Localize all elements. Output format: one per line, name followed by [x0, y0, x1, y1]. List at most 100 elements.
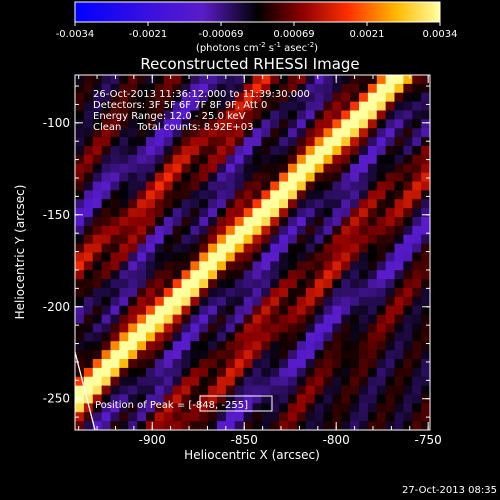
heatmap-pixel — [83, 332, 94, 342]
heatmap-pixel — [323, 83, 333, 94]
heatmap-pixel — [83, 376, 94, 387]
heatmap-pixel — [332, 314, 342, 325]
heatmap-pixel — [367, 359, 378, 369]
heatmap-pixel — [75, 146, 85, 156]
heatmap-pixel — [154, 270, 165, 280]
heatmap-pixel — [261, 199, 271, 209]
heatmap-pixel — [92, 252, 103, 262]
heatmap-pixel — [92, 323, 103, 333]
heatmap-pixel — [279, 190, 289, 200]
heatmap-pixel — [190, 128, 200, 138]
heatmap-pixel — [110, 385, 120, 396]
heatmap-pixel — [252, 421, 262, 430]
heatmap-pixel — [172, 332, 183, 342]
heatmap-pixel — [83, 190, 94, 200]
heatmap-pixel — [243, 359, 254, 369]
heatmap-pixel — [314, 172, 325, 183]
heatmap-pixel — [385, 305, 396, 316]
heatmap-pixel — [261, 137, 271, 147]
heatmap-pixel — [234, 110, 245, 120]
heatmap-pixel — [154, 252, 165, 262]
heatmap-pixel — [101, 146, 112, 156]
heatmap-pixel — [261, 288, 271, 298]
heatmap-pixel — [279, 385, 289, 396]
heatmap-pixel — [217, 217, 227, 227]
heatmap-pixel — [101, 217, 112, 227]
heatmap-pixel — [261, 385, 271, 396]
heatmap-pixel — [359, 421, 369, 430]
heatmap-pixel — [119, 421, 129, 430]
heatmap-pixel — [252, 403, 262, 413]
heatmap-pixel — [367, 385, 378, 396]
heatmap-pixel — [279, 234, 289, 245]
heatmap-pixel — [154, 110, 165, 120]
heatmap-pixel — [367, 110, 378, 120]
heatmap-pixel — [376, 394, 387, 404]
heatmap-pixel — [305, 83, 316, 94]
heatmap-pixel — [172, 323, 183, 333]
heatmap-pixel — [163, 92, 174, 103]
heatmap-pixel — [163, 163, 174, 174]
heatmap-pixel — [394, 376, 404, 387]
colorbar-tick-label: 0.0034 — [423, 29, 458, 40]
heatmap-pixel — [412, 403, 422, 413]
heatmap-pixel — [323, 261, 333, 271]
heatmap-pixel — [252, 217, 262, 227]
heatmap-pixel — [190, 394, 200, 404]
heatmap-pixel — [403, 225, 413, 236]
heatmap-pixel — [376, 110, 387, 120]
heatmap-pixel — [332, 137, 342, 147]
heatmap-pixel — [128, 296, 138, 307]
heatmap-pixel — [323, 296, 333, 307]
heatmap-pixel — [181, 385, 191, 396]
heatmap-pixel — [261, 172, 271, 183]
heatmap-pixel — [146, 376, 156, 387]
heatmap-pixel — [92, 217, 103, 227]
heatmap-pixel — [403, 243, 413, 254]
heatmap-pixel — [217, 341, 227, 351]
heatmap-pixel — [234, 75, 245, 85]
heatmap-pixel — [217, 110, 227, 120]
heatmap-pixel — [101, 270, 112, 280]
heatmap-pixel — [217, 137, 227, 147]
heatmap-pixel — [270, 367, 280, 378]
heatmap-pixel — [146, 208, 156, 218]
heatmap-pixel — [341, 403, 351, 413]
heatmap-pixel — [225, 403, 236, 413]
heatmap-pixel — [199, 279, 209, 289]
heatmap-pixel — [243, 376, 254, 387]
heatmap-pixel — [190, 332, 200, 342]
heatmap-pixel — [92, 359, 103, 369]
heatmap-pixel — [288, 261, 298, 271]
heatmap-pixel — [252, 172, 262, 183]
heatmap-pixel — [288, 181, 298, 191]
heatmap-pixel — [359, 154, 369, 165]
heatmap-pixel — [199, 359, 209, 369]
heatmap-pixel — [403, 119, 413, 129]
heatmap-pixel — [305, 110, 316, 120]
heatmap-pixel — [119, 110, 129, 120]
heatmap-pixel — [359, 261, 369, 271]
heatmap-pixel — [270, 359, 280, 369]
heatmap-pixel — [385, 376, 396, 387]
heatmap-pixel — [403, 350, 413, 360]
heatmap-pixel — [359, 341, 369, 351]
heatmap-pixel — [119, 261, 129, 271]
heatmap-pixel — [208, 359, 218, 369]
heatmap-pixel — [83, 234, 94, 245]
heatmap-pixel — [350, 359, 360, 369]
heatmap-pixel — [154, 323, 165, 333]
heatmap-pixel — [252, 376, 262, 387]
heatmap-pixel — [119, 163, 129, 174]
heatmap-pixel — [252, 296, 262, 307]
heatmap-pixel — [288, 208, 298, 218]
heatmap-pixel — [119, 208, 129, 218]
heatmap-pixel — [288, 252, 298, 262]
heatmap-pixel — [199, 163, 209, 174]
heatmap-pixel — [341, 385, 351, 396]
heatmap-pixel — [225, 163, 236, 174]
heatmap-pixel — [279, 83, 289, 94]
heatmap-pixel — [217, 367, 227, 378]
heatmap-pixel — [279, 394, 289, 404]
heatmap-pixel — [146, 314, 156, 325]
